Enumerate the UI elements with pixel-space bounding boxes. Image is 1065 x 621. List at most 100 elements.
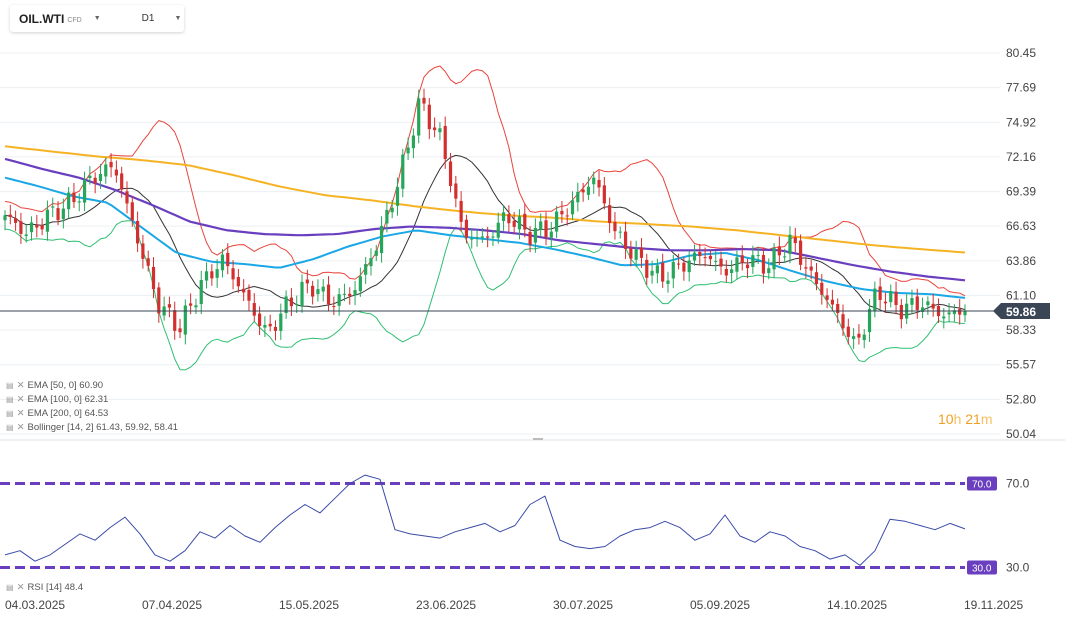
candle xyxy=(761,247,766,284)
candle xyxy=(295,295,299,313)
candle-body xyxy=(942,316,946,319)
legend-ema50[interactable]: ▤ ✕ EMA [50, 0] 60.90 xyxy=(6,380,103,391)
candle xyxy=(146,250,150,272)
candle xyxy=(602,176,606,210)
candle xyxy=(852,328,856,349)
candle-body xyxy=(326,284,331,305)
candle xyxy=(183,299,187,345)
candle xyxy=(93,172,97,194)
date-axis-label: 19.11.2025 xyxy=(964,598,1023,612)
legend-rsi[interactable]: ▤ ✕ RSI [14] 48.4 xyxy=(6,582,83,593)
close-icon[interactable]: ✕ xyxy=(16,582,25,593)
candle-body xyxy=(931,303,935,309)
candle-body xyxy=(242,288,246,293)
candle xyxy=(608,197,612,233)
legend-bollinger[interactable]: ▤ ✕ Bollinger [14, 2] 61.43, 59.92, 58.41 xyxy=(6,422,178,433)
candle-body xyxy=(295,304,299,306)
legend-ema200-label: EMA [200, 0] 64.53 xyxy=(27,408,109,419)
candle-body xyxy=(247,289,251,301)
close-icon[interactable]: ✕ xyxy=(16,422,25,433)
ema50-line xyxy=(4,176,966,299)
candle-body xyxy=(915,296,919,310)
close-icon[interactable]: ✕ xyxy=(16,408,25,419)
candle xyxy=(512,212,516,234)
candle-body xyxy=(226,252,230,267)
price-tick-label: 58.33 xyxy=(1006,323,1036,337)
candle-body xyxy=(899,304,903,320)
candle-body xyxy=(475,237,479,239)
candle xyxy=(565,208,569,226)
candle xyxy=(501,205,506,231)
settings-icon[interactable]: ▤ xyxy=(6,423,14,432)
price-tick-label: 63.86 xyxy=(1006,254,1036,268)
legend-rsi-label: RSI [14] 48.4 xyxy=(27,582,83,593)
candle xyxy=(204,262,209,289)
candle-body xyxy=(104,164,108,177)
close-icon[interactable]: ✕ xyxy=(16,380,25,391)
candle xyxy=(67,187,71,219)
candle-body xyxy=(19,221,23,234)
candle xyxy=(756,246,760,264)
symbol-dropdown-icon[interactable]: ▼ xyxy=(93,15,101,22)
candle xyxy=(321,279,325,302)
candle xyxy=(735,250,739,280)
timeframe-value[interactable]: D1 xyxy=(141,13,155,24)
candle xyxy=(151,257,156,299)
candle-body xyxy=(682,262,686,272)
candle xyxy=(242,279,246,302)
candle-body xyxy=(539,221,543,230)
candle xyxy=(661,253,665,288)
price-tick-label: 80.45 xyxy=(1006,46,1036,60)
candle-body xyxy=(98,173,103,181)
candle-body xyxy=(634,249,638,260)
candle xyxy=(745,258,750,279)
candle xyxy=(374,244,378,262)
date-axis-label: 15.05.2025 xyxy=(279,598,339,612)
candle-body xyxy=(311,285,315,297)
candle xyxy=(247,284,251,311)
candle-body xyxy=(146,258,150,266)
candle xyxy=(899,298,903,329)
candle-body xyxy=(321,286,325,292)
candle-body xyxy=(555,211,559,232)
candle xyxy=(459,191,463,232)
settings-icon[interactable]: ▤ xyxy=(6,583,14,592)
legend-ema200[interactable]: ▤ ✕ EMA [200, 0] 64.53 xyxy=(6,408,108,419)
price-tick-label: 55.57 xyxy=(1006,358,1036,372)
candle-body xyxy=(613,221,617,232)
settings-icon[interactable]: ▤ xyxy=(6,381,14,390)
candle xyxy=(703,247,707,267)
candle-body xyxy=(353,290,357,296)
close-icon[interactable]: ✕ xyxy=(16,394,25,405)
candle xyxy=(570,191,575,220)
candle xyxy=(523,203,527,238)
symbol-tag: CFD xyxy=(67,16,82,24)
candle xyxy=(878,277,882,309)
symbol-name[interactable]: OIL.WTI xyxy=(19,11,65,26)
settings-icon[interactable]: ▤ xyxy=(6,409,14,418)
candle xyxy=(236,268,240,293)
candle-body xyxy=(173,310,177,331)
candle xyxy=(533,218,537,253)
candle-body xyxy=(692,252,697,261)
candle-body xyxy=(777,246,781,256)
timeframe-dropdown-icon[interactable]: ▼ xyxy=(174,15,182,22)
candle-body xyxy=(920,307,925,313)
legend-ema100-label: EMA [100, 0] 62.31 xyxy=(27,394,109,405)
candle-body xyxy=(51,206,55,208)
legend-ema100[interactable]: ▤ ✕ EMA [100, 0] 62.31 xyxy=(6,394,108,405)
candle xyxy=(98,164,103,189)
candle xyxy=(173,301,177,340)
candle xyxy=(358,267,362,297)
candle xyxy=(740,245,744,271)
candle-body xyxy=(454,183,458,199)
settings-icon[interactable]: ▤ xyxy=(6,395,14,404)
candle-body xyxy=(167,304,172,308)
candle xyxy=(751,245,755,274)
symbol-toolbar[interactable]: OIL.WTI CFD ▼ D1 ▼ xyxy=(10,5,184,32)
candle-body xyxy=(417,98,421,136)
candle-body xyxy=(204,271,209,281)
candle-body xyxy=(629,248,633,259)
